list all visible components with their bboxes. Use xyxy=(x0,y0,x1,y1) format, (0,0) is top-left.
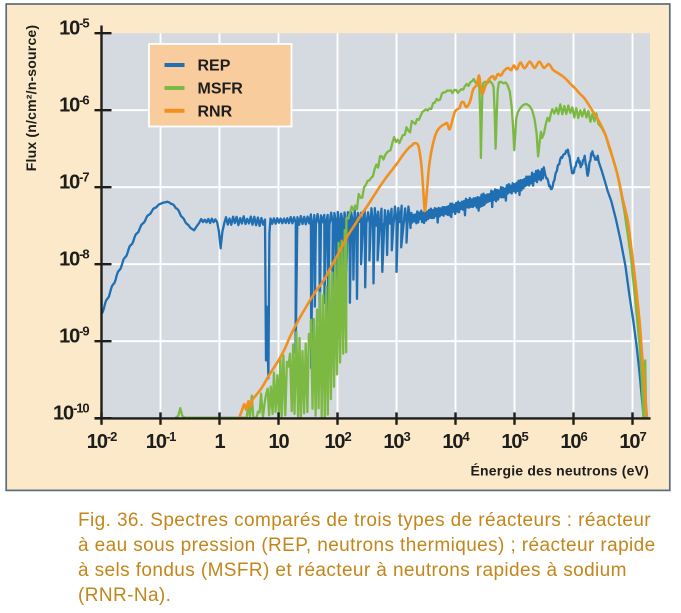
svg-text:Flux (n/cm²/n-source): Flux (n/cm²/n-source) xyxy=(23,25,39,172)
svg-text:MSFR: MSFR xyxy=(198,81,244,98)
svg-text:1: 1 xyxy=(214,431,225,453)
svg-text:104: 104 xyxy=(442,429,470,453)
svg-text:Énergie des neutrons (eV): Énergie des neutrons (eV) xyxy=(471,463,649,479)
svg-text:106: 106 xyxy=(560,429,587,453)
svg-text:107: 107 xyxy=(619,429,646,453)
svg-text:REP: REP xyxy=(198,58,231,75)
svg-text:10-10: 10-10 xyxy=(53,401,89,425)
svg-text:103: 103 xyxy=(383,429,410,453)
svg-text:102: 102 xyxy=(324,429,351,453)
svg-text:10-2: 10-2 xyxy=(87,429,117,453)
svg-text:105: 105 xyxy=(501,429,528,453)
svg-text:10-1: 10-1 xyxy=(146,429,176,453)
svg-text:RNR: RNR xyxy=(198,103,233,120)
svg-text:10: 10 xyxy=(268,431,289,453)
